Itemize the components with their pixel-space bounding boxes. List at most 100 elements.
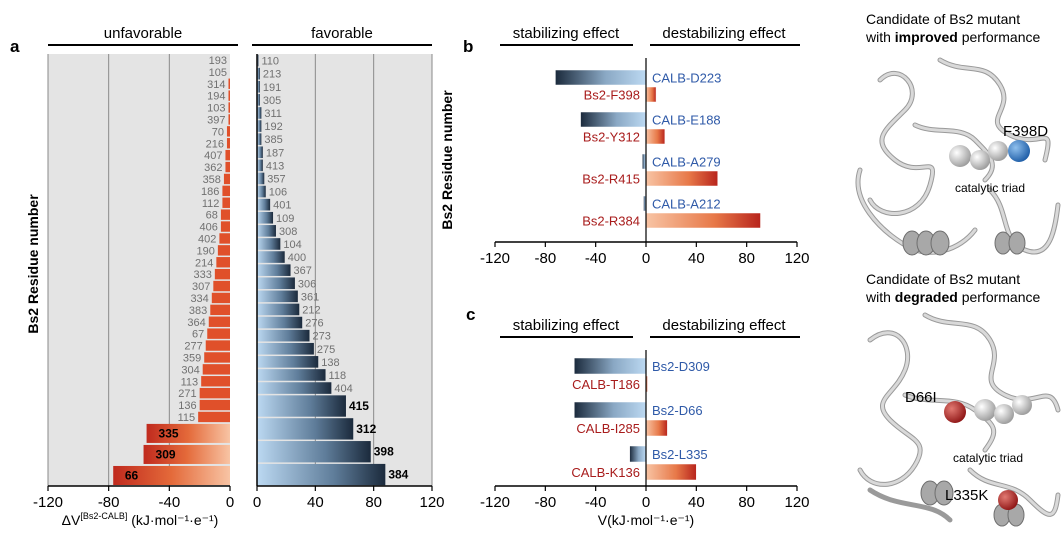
tick-label-residue-213: 213 (263, 69, 281, 81)
favorable-x-ticks: 0 40 80 120 (253, 486, 445, 511)
tick-label-residue-398: 398 (374, 445, 394, 459)
tick-label-residue-335: 335 (159, 426, 179, 440)
tick-label-residue-364: 364 (187, 317, 205, 329)
tick-label: -40 (585, 250, 607, 267)
bar-favorable-384 (257, 463, 386, 486)
bar-unfavorable-407 (225, 149, 230, 161)
label-calb-a212: CALB-A212 (652, 197, 721, 212)
bar-calb-k136 (645, 463, 697, 481)
bar-favorable-192 (257, 120, 262, 132)
tick-label: -120 (480, 494, 510, 511)
panel-c-x-ticks: -120 -80 -40 0 40 80 120 (480, 486, 810, 511)
tick-label-residue-413: 413 (266, 160, 284, 172)
bar-unfavorable-67 (207, 328, 230, 339)
bar-favorable-275 (257, 342, 314, 355)
bar-favorable-106 (257, 185, 266, 198)
label-calb-k136: CALB-K136 (571, 465, 640, 480)
bar-favorable-357 (257, 172, 265, 185)
bar-favorable-187 (257, 146, 263, 159)
c-stabilizing-header: stabilizing effect (513, 317, 620, 334)
tick-label-residue-273: 273 (313, 331, 331, 343)
tick-label-residue-277: 277 (184, 341, 202, 353)
bar-unfavorable-307 (213, 280, 230, 292)
panel-a: a Bs2 Residue number unfavorable favorab… (10, 25, 445, 528)
bar-favorable-308 (257, 225, 276, 237)
bar-unfavorable-362 (225, 161, 230, 173)
panel-b-ylabel: Bs2 Residue number (439, 90, 455, 230)
tick-label: 0 (642, 494, 650, 511)
bar-favorable-276 (257, 316, 303, 329)
tick-label: 40 (307, 494, 324, 511)
tick-label: 120 (784, 250, 809, 267)
bar-favorable-118 (257, 369, 326, 381)
bar-favorable-212 (257, 303, 300, 316)
tick-label: -40 (585, 494, 607, 511)
bar-bs2-r384 (645, 212, 761, 229)
label-bs2-f398: Bs2-F398 (584, 88, 640, 103)
bar-unfavorable-359 (204, 352, 230, 363)
tick-label-residue-212: 212 (302, 304, 320, 316)
tick-label: 0 (642, 250, 650, 267)
bar-favorable-400 (257, 251, 285, 263)
tick-label-residue-362: 362 (204, 162, 222, 174)
bar-favorable-306 (257, 277, 295, 290)
tick-label-residue-306: 306 (298, 278, 316, 290)
bar-unfavorable-194 (228, 90, 230, 101)
panel-c: c stabilizing effect destabilizing effec… (466, 305, 810, 528)
tick-label-residue-361: 361 (301, 291, 319, 303)
tick-label-residue-358: 358 (203, 174, 221, 186)
label-bs2-r415: Bs2-R415 (582, 172, 640, 187)
bar-unfavorable-115 (198, 411, 230, 423)
bar-favorable-311 (257, 107, 262, 119)
tick-label-residue-187: 187 (266, 147, 284, 159)
panel-c-xlabel: V(kJ·mol⁻¹·e⁻¹) (598, 512, 694, 528)
tick-label-residue-312: 312 (356, 422, 376, 436)
helix-coils-bottom (920, 480, 1025, 527)
bar-favorable-385 (257, 133, 262, 145)
catalytic-triad-spheres-bottom (974, 395, 1032, 424)
tick-label: 40 (688, 494, 705, 511)
tick-label-residue-385: 385 (264, 134, 282, 146)
panel-b: b Bs2 Residue number stabilizing effect … (439, 25, 810, 267)
bar-unfavorable-190 (217, 245, 230, 256)
panel-a-ylabel: Bs2 Residue number (25, 194, 41, 334)
d66i-sphere (944, 401, 966, 423)
tick-label-residue-67: 67 (192, 329, 204, 341)
bar-favorable-361 (257, 290, 298, 303)
bar-unfavorable-112 (222, 197, 230, 208)
bar-unfavorable-383 (210, 304, 230, 316)
bar-bs2-y312 (645, 128, 666, 145)
bar-unfavorable-333 (214, 268, 230, 280)
tick-label: 80 (365, 494, 382, 511)
tick-label-residue-113: 113 (181, 376, 199, 388)
tick-label-residue-66: 66 (125, 468, 139, 482)
tick-label: 40 (688, 250, 705, 267)
bar-bs2-d66 (574, 401, 647, 419)
bar-unfavorable-304 (202, 364, 230, 375)
tick-label-residue-103: 103 (207, 103, 225, 115)
tick-label: -80 (98, 494, 120, 511)
label-bs2-r384: Bs2-R384 (582, 214, 640, 229)
l335k-label: L335K (945, 487, 988, 504)
panel-b-letter: b (463, 37, 473, 56)
bar-favorable-415 (257, 395, 346, 417)
bar-unfavorable-334 (211, 292, 230, 304)
bar-favorable-104 (257, 238, 281, 250)
bar-favorable-312 (257, 418, 354, 440)
bar-favorable-138 (257, 356, 319, 368)
tick-label-residue-305: 305 (263, 95, 281, 107)
tick-label: 80 (738, 494, 755, 511)
bar-favorable-273 (257, 329, 310, 342)
panel-b-x-ticks: -120 -80 -40 0 40 80 120 (480, 242, 810, 267)
tick-label-residue-404: 404 (334, 383, 352, 395)
tick-label-residue-275: 275 (317, 344, 335, 356)
degraded-title-line2: with degraded performance (865, 289, 1041, 305)
structure-degraded: Candidate of Bs2 mutant with degraded pe… (857, 271, 1061, 527)
bar-unfavorable-314 (228, 78, 230, 89)
tick-label: 120 (419, 494, 444, 511)
tick-label-residue-136: 136 (178, 400, 196, 412)
bar-unfavorable-309 (143, 444, 230, 464)
bar-favorable-213 (257, 67, 260, 80)
bar-favorable-367 (257, 264, 291, 276)
